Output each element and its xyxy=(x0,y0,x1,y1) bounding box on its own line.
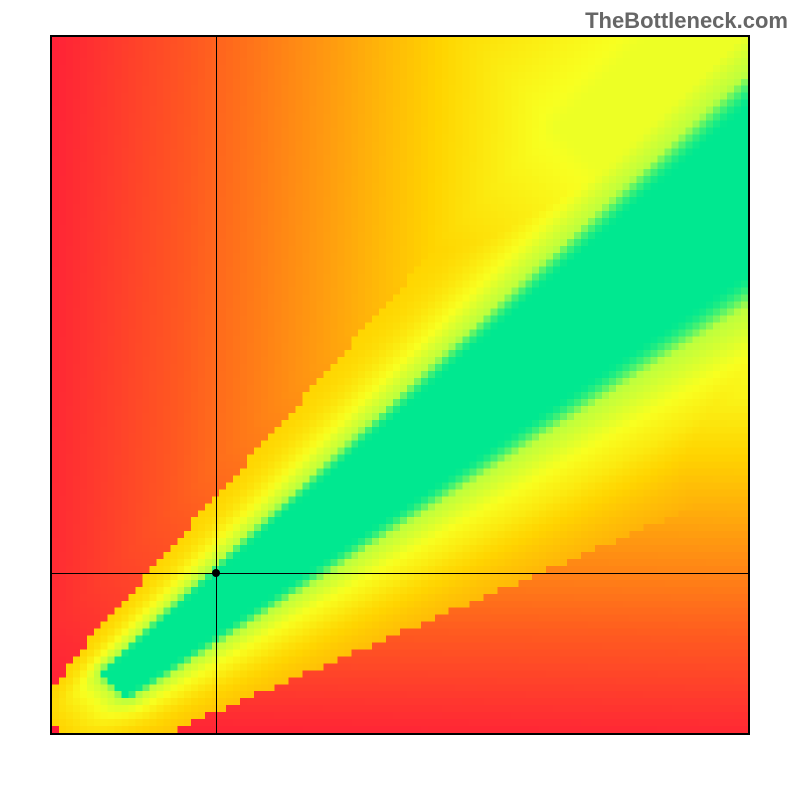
heatmap-canvas xyxy=(52,37,748,733)
container: TheBottleneck.com xyxy=(0,0,800,800)
heatmap-plot xyxy=(52,37,748,733)
crosshair-vertical xyxy=(216,37,217,733)
marker-dot xyxy=(212,569,220,577)
chart-frame xyxy=(50,35,750,735)
crosshair-horizontal xyxy=(52,573,748,574)
watermark-text: TheBottleneck.com xyxy=(585,8,788,34)
